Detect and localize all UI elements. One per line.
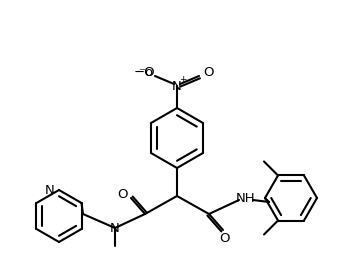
Text: O: O xyxy=(219,233,229,246)
Text: N: N xyxy=(45,184,55,196)
Text: N: N xyxy=(172,79,182,93)
Text: NH: NH xyxy=(236,192,256,204)
Text: O: O xyxy=(118,187,128,201)
Text: O: O xyxy=(203,67,213,79)
Text: −O: −O xyxy=(133,67,155,79)
Text: ⁻o: ⁻o xyxy=(138,67,154,79)
Text: N: N xyxy=(110,221,120,235)
Text: +: + xyxy=(179,76,187,84)
